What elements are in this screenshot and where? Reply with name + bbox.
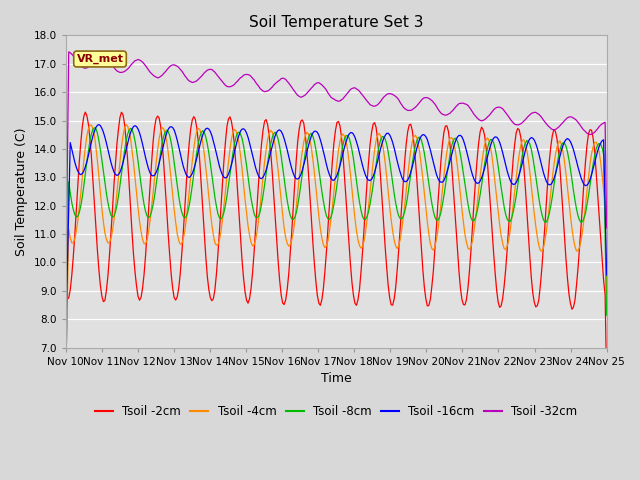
Line: Tsoil -8cm: Tsoil -8cm (66, 128, 607, 321)
Text: VR_met: VR_met (77, 54, 124, 64)
Tsoil -8cm (130, 131, 138, 137)
Tsoil -16cm (603, 272, 611, 278)
Tsoil -4cm (252, 238, 259, 243)
Tsoil -4cm (130, 160, 138, 166)
Title: Soil Temperature Set 3: Soil Temperature Set 3 (249, 15, 424, 30)
Tsoil -32cm (243, 72, 250, 77)
Tsoil -8cm (225, 183, 232, 189)
Tsoil -4cm (574, 248, 582, 253)
Tsoil -8cm (603, 312, 611, 318)
Tsoil -2cm (243, 297, 250, 303)
Tsoil -16cm (225, 171, 232, 177)
Tsoil -2cm (252, 227, 259, 233)
Tsoil -16cm (300, 162, 308, 168)
Tsoil -2cm (81, 109, 89, 115)
Tsoil -16cm (243, 130, 250, 136)
Tsoil -2cm (300, 120, 308, 126)
Tsoil -32cm (252, 79, 259, 85)
Tsoil -2cm (603, 381, 611, 386)
Tsoil -2cm (225, 116, 232, 122)
Tsoil -4cm (225, 159, 232, 165)
Tsoil -32cm (225, 84, 232, 90)
Tsoil -8cm (90, 125, 98, 131)
Line: Tsoil -32cm: Tsoil -32cm (66, 52, 607, 299)
Tsoil -4cm (243, 210, 250, 216)
Tsoil -32cm (574, 120, 582, 125)
Tsoil -4cm (62, 380, 70, 385)
Tsoil -16cm (252, 165, 259, 170)
Tsoil -2cm (62, 378, 70, 384)
Tsoil -2cm (130, 252, 138, 257)
Tsoil -32cm (300, 93, 308, 99)
Tsoil -32cm (130, 60, 138, 65)
Tsoil -4cm (300, 139, 308, 145)
Tsoil -16cm (130, 124, 138, 130)
Tsoil -16cm (95, 121, 102, 127)
Tsoil -4cm (603, 291, 611, 297)
Y-axis label: Soil Temperature (C): Soil Temperature (C) (15, 127, 28, 256)
Tsoil -32cm (65, 49, 72, 55)
Tsoil -32cm (62, 296, 70, 302)
Tsoil -8cm (62, 318, 70, 324)
Tsoil -4cm (122, 122, 130, 128)
Tsoil -8cm (252, 214, 259, 220)
X-axis label: Time: Time (321, 372, 351, 385)
Tsoil -32cm (603, 225, 611, 231)
Legend: Tsoil -2cm, Tsoil -4cm, Tsoil -8cm, Tsoil -16cm, Tsoil -32cm: Tsoil -2cm, Tsoil -4cm, Tsoil -8cm, Tsoi… (90, 400, 582, 423)
Line: Tsoil -4cm: Tsoil -4cm (66, 125, 607, 383)
Tsoil -8cm (574, 213, 582, 218)
Tsoil -8cm (243, 162, 250, 168)
Line: Tsoil -16cm: Tsoil -16cm (66, 124, 607, 339)
Line: Tsoil -2cm: Tsoil -2cm (66, 112, 607, 384)
Tsoil -16cm (62, 336, 70, 342)
Tsoil -16cm (574, 164, 582, 170)
Tsoil -8cm (300, 160, 308, 166)
Tsoil -2cm (574, 265, 582, 271)
